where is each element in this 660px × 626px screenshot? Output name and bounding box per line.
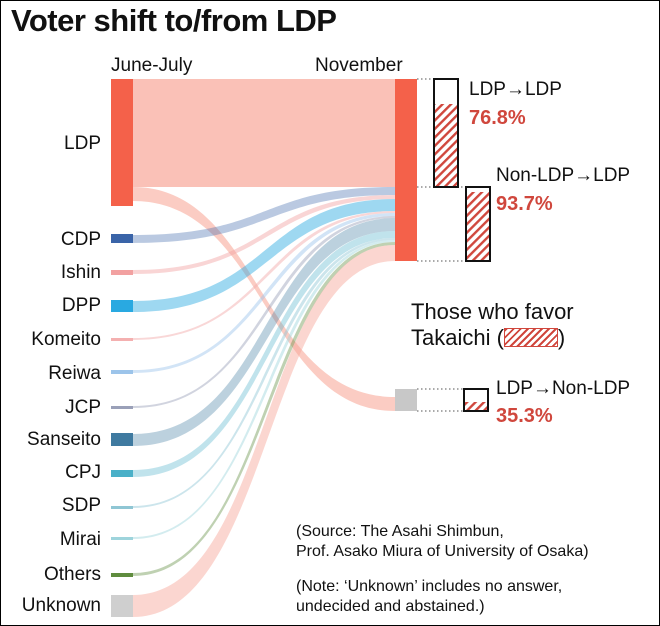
source-note: (Source: The Asahi Shimbun, Prof. Asako … — [296, 522, 589, 562]
party-label-mirai: Mirai — [59, 529, 101, 550]
party-label-cdp: CDP — [60, 229, 101, 250]
bar-ishin — [111, 270, 133, 275]
bar-november-ldp — [395, 79, 417, 261]
party-label-unknown: Unknown — [21, 595, 101, 616]
bar-komeito — [111, 338, 133, 341]
flow-dpp — [133, 199, 395, 312]
party-label-komeito: Komeito — [31, 329, 101, 350]
legend-line-2: Takaichi ( — [411, 325, 504, 350]
box-value-ldp-to-ldp: 76.8% — [469, 107, 526, 129]
chart-title: Voter shift to/from LDP — [11, 3, 337, 38]
bar-cdp — [111, 234, 133, 243]
box-label-ldp-to-nonldp: LDP→Non-LDP — [496, 378, 631, 399]
note-line-2: undecided and abstained.) — [296, 598, 485, 615]
legend-line-1: Those who favor — [411, 299, 574, 324]
bar-jcp — [111, 406, 133, 409]
box-value-nonldp-to-ldp: 93.7% — [496, 193, 553, 215]
bar-others — [111, 573, 133, 577]
flow-sanseito — [133, 218, 395, 446]
hatch-nonldp-to-ldp — [467, 192, 489, 260]
box-label-ldp-to-ldp: LDP→LDP — [469, 79, 562, 100]
party-label-ldp: LDP — [64, 133, 101, 154]
party-label-reiwa: Reiwa — [48, 363, 101, 384]
flow-unknown — [133, 245, 395, 617]
guide-lines — [417, 78, 464, 412]
bar-sanseito — [111, 433, 133, 446]
hatch-swatch-icon — [503, 328, 558, 347]
bar-november-nonldp — [395, 389, 417, 411]
bar-mirai — [111, 537, 133, 540]
hatch-ldp-to-ldp — [435, 104, 457, 186]
party-label-sdp: SDP — [61, 495, 101, 516]
party-label-others: Others — [43, 564, 101, 585]
column-header-june-july: June-July — [111, 55, 193, 76]
flow-mirai — [133, 240, 395, 539]
party-label-dpp: DPP — [61, 295, 101, 316]
party-label-jcp: JCP — [65, 397, 101, 418]
party-label-cpj: CPJ — [65, 462, 101, 483]
bar-cpj — [111, 470, 133, 477]
source-line-1: (Source: The Asahi Shimbun, — [296, 523, 504, 540]
column-header-november: November — [315, 55, 403, 76]
legend: Those who favor Takaichi () — [411, 299, 574, 351]
note-line-1: (Note: ‘Unknown’ includes no answer, — [296, 578, 563, 595]
box-value-ldp-to-nonldp: 35.3% — [496, 405, 553, 427]
legend-line-2-end: ) — [557, 325, 566, 350]
bar-reiwa — [111, 370, 133, 374]
source-line-2: Prof. Asako Miura of University of Osaka… — [296, 543, 589, 560]
bar-unknown — [111, 595, 133, 617]
bar-sdp — [111, 506, 133, 509]
party-label-sanseito: Sanseito — [27, 429, 101, 450]
footnote: (Note: ‘Unknown’ includes no answer, und… — [296, 577, 562, 617]
flow-ldp-to-ldp — [133, 79, 395, 187]
flow-cpj — [133, 231, 395, 477]
box-label-nonldp-to-ldp: Non-LDP→LDP — [496, 165, 631, 186]
hatch-ldp-to-nonldp — [465, 402, 487, 410]
flow-cdp — [133, 187, 395, 243]
flow-ishin — [133, 195, 395, 274]
bar-dpp — [111, 300, 133, 312]
flow-ldp-to-nonldp — [133, 187, 395, 411]
bar-ldp — [111, 79, 133, 206]
party-label-ishin: Ishin — [60, 262, 101, 283]
